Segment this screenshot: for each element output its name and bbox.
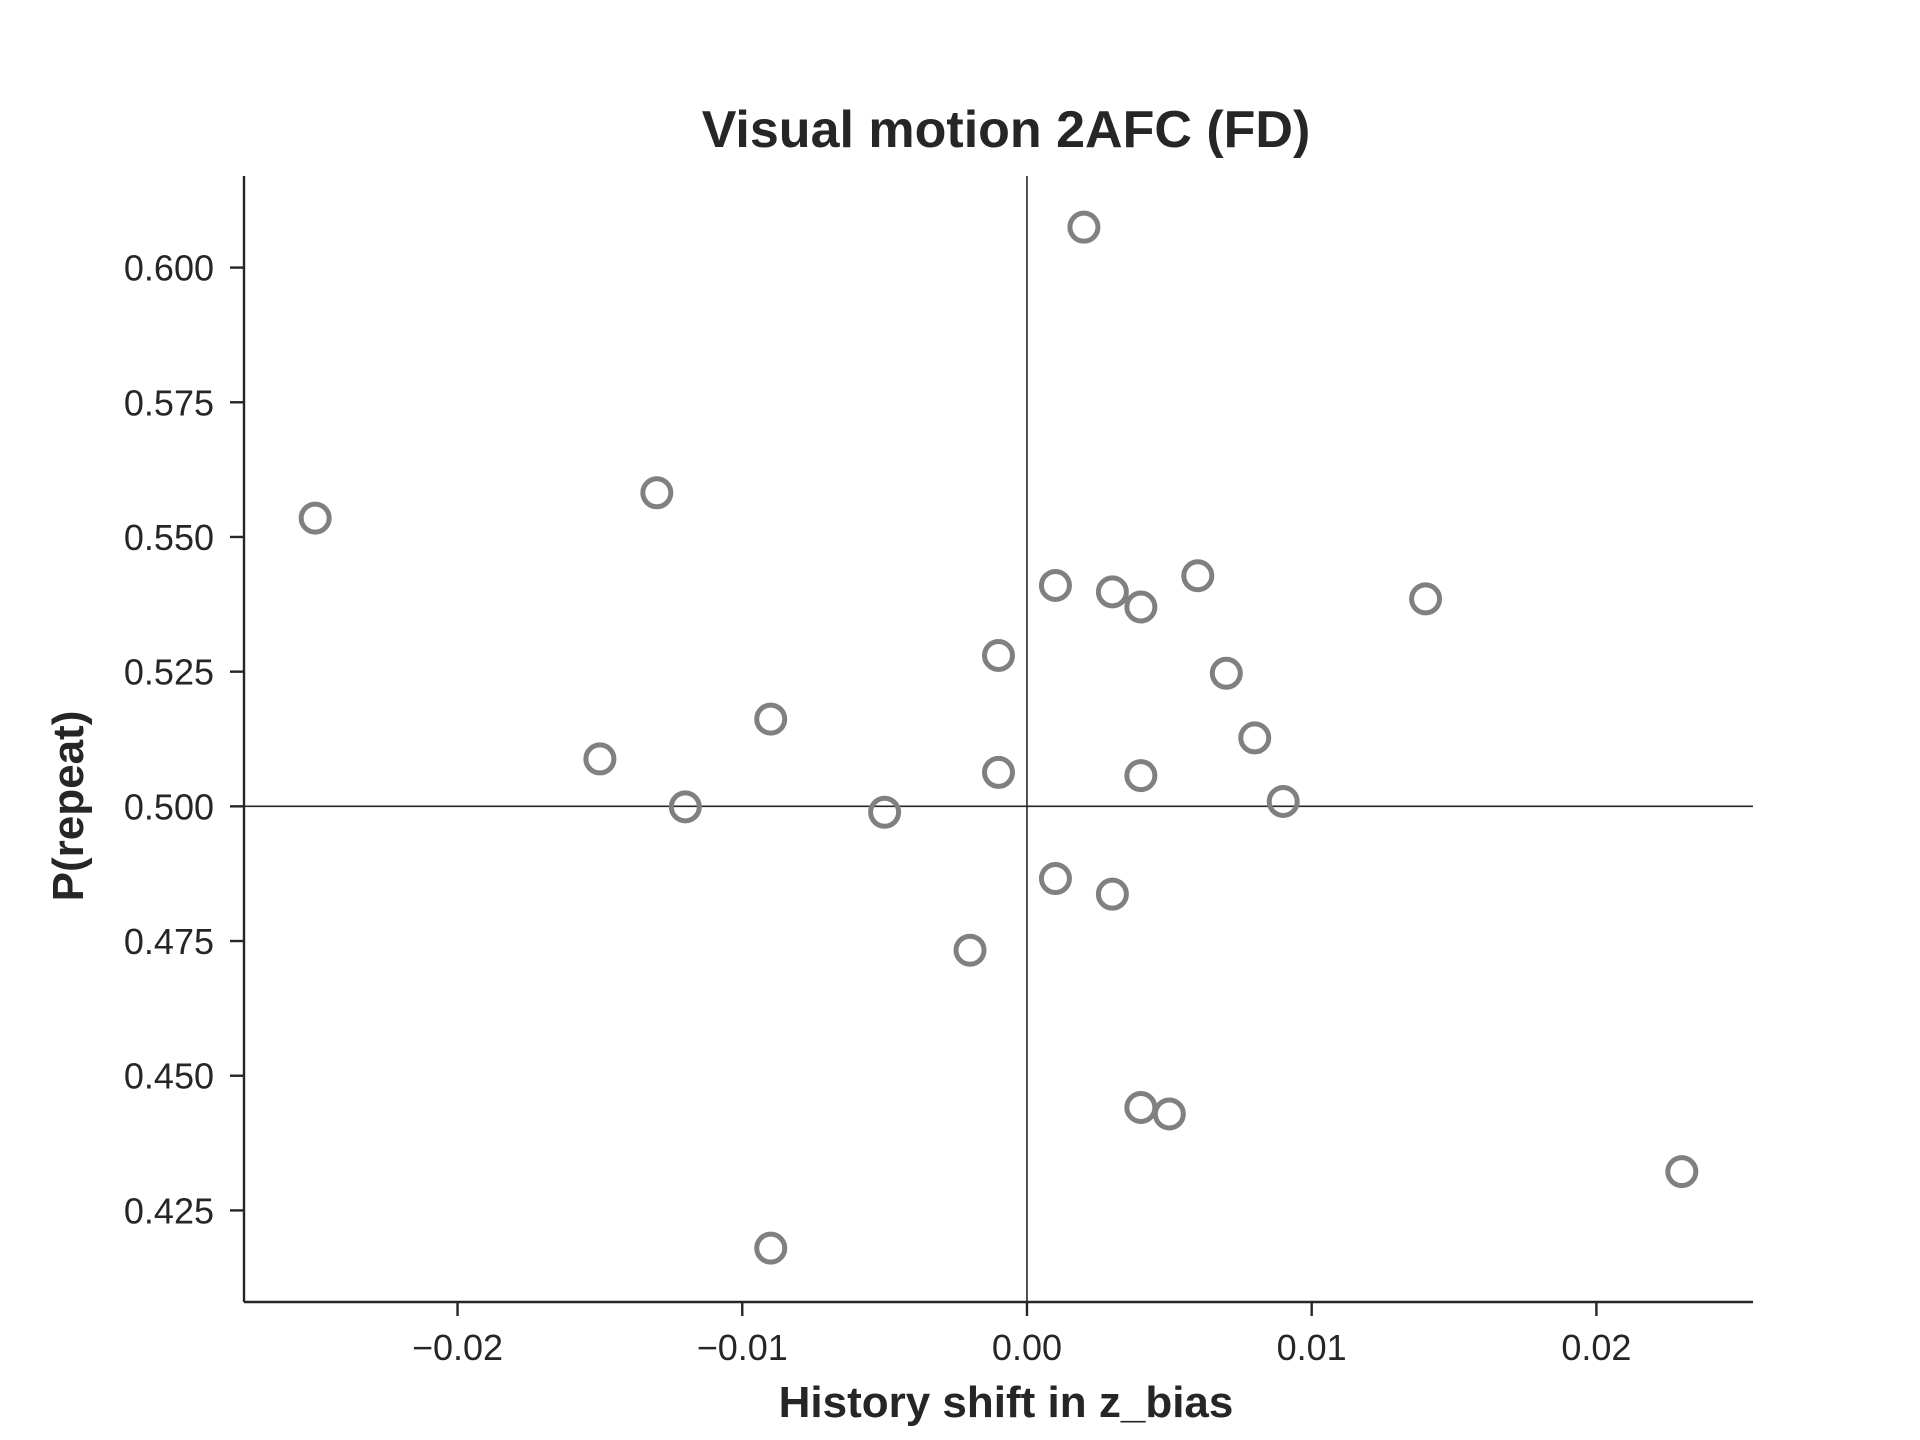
x-tick-label: −0.01 [697, 1327, 788, 1368]
data-point [1209, 656, 1243, 690]
data-point [1238, 721, 1272, 755]
reference-lines [244, 176, 1753, 1302]
data-point [982, 755, 1015, 789]
x-tick-label: 0.01 [1277, 1327, 1347, 1368]
chart-title: Visual motion 2AFC (FD) [702, 101, 1311, 159]
data-point [1409, 582, 1443, 616]
data-point [1266, 784, 1300, 818]
data-point [1181, 559, 1215, 593]
data-point [1124, 1091, 1158, 1125]
y-axis-label: P(repeat) [44, 711, 93, 902]
y-tick-label: 0.600 [124, 248, 214, 289]
data-point [1124, 590, 1158, 624]
y-tick-label: 0.550 [124, 517, 214, 558]
data-point [640, 476, 674, 510]
y-tick-label: 0.500 [124, 786, 214, 827]
y-tick-label: 0.475 [124, 921, 214, 962]
x-tick-label: −0.02 [412, 1327, 503, 1368]
data-points [298, 210, 1699, 1265]
data-point [1152, 1097, 1186, 1131]
x-tick-label: 0.00 [992, 1327, 1062, 1368]
data-point [1038, 862, 1072, 896]
y-tick-label: 0.575 [124, 382, 214, 423]
data-point [1095, 877, 1129, 911]
y-tick-label: 0.450 [124, 1056, 214, 1097]
y-axis-ticks: 0.425 0.450 0.475 0.500 0.525 0.550 0.575 0.600 [124, 248, 244, 1231]
data-point [953, 933, 987, 967]
x-tick-label: 0.02 [1561, 1327, 1631, 1368]
axes [242, 176, 1753, 1304]
y-tick-label: 0.425 [124, 1190, 214, 1231]
data-point [1038, 568, 1072, 602]
x-axis-ticks: −0.02 −0.01 0.00 0.01 0.02 [412, 1302, 1631, 1368]
data-point [668, 790, 702, 824]
data-point [754, 1231, 788, 1265]
data-point [583, 742, 617, 776]
data-point [868, 795, 902, 829]
x-axis-label: History shift in z_bias [779, 1378, 1234, 1427]
data-point [1665, 1155, 1699, 1189]
data-point [298, 501, 332, 535]
data-point [1095, 575, 1129, 609]
data-point [754, 702, 788, 736]
data-point [1067, 210, 1101, 244]
data-point [982, 638, 1015, 672]
data-point [1124, 759, 1158, 793]
y-tick-label: 0.525 [124, 652, 214, 693]
